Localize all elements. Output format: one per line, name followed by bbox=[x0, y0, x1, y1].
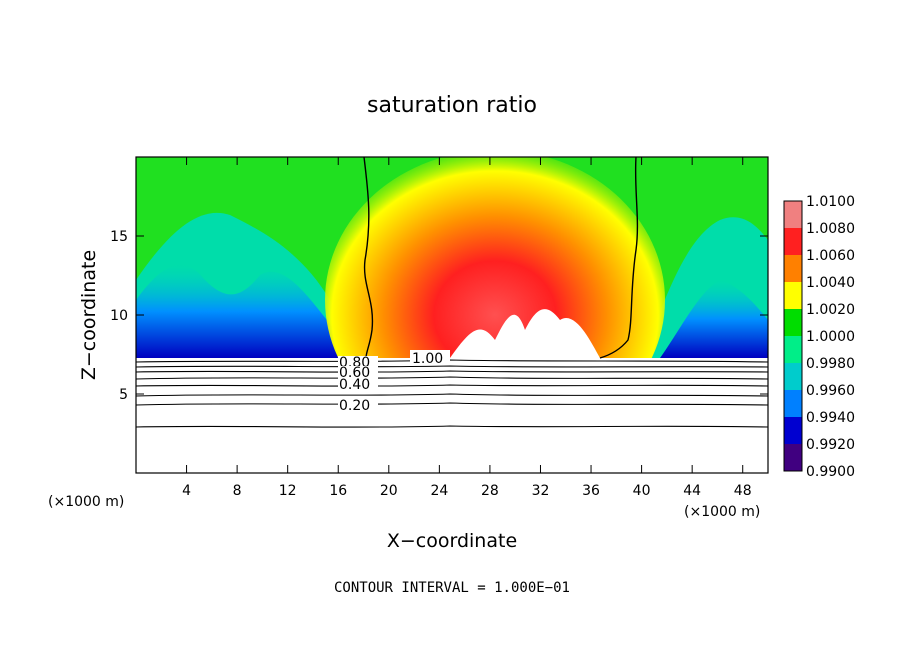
field-lower-region bbox=[136, 358, 768, 473]
colorbar-label-8: 0.9940 bbox=[806, 410, 855, 426]
colorbar-label-7: 0.9960 bbox=[806, 383, 855, 399]
colorbar-label-0: 1.0100 bbox=[806, 194, 855, 210]
colorbar-label-2: 1.0060 bbox=[806, 248, 855, 264]
x-tick-label-9: 40 bbox=[633, 483, 651, 499]
x-tick-label-0: 4 bbox=[182, 483, 191, 499]
x-axis-unit-left: (×1000 m) bbox=[48, 494, 124, 510]
x-axis-label: X−coordinate bbox=[387, 530, 517, 552]
colorbar-swatch-8 bbox=[784, 417, 802, 444]
saturation-field bbox=[136, 157, 768, 473]
colorbar-label-9: 0.9920 bbox=[806, 437, 855, 453]
colorbar-label-5: 1.0000 bbox=[806, 329, 855, 345]
lower-contours bbox=[136, 359, 768, 428]
colorbar-swatch-9 bbox=[784, 444, 802, 471]
unity-contour-left bbox=[363, 157, 374, 359]
contour-line-2 bbox=[136, 365, 768, 368]
colorbar-label-6: 0.9980 bbox=[806, 356, 855, 372]
contour-line-7 bbox=[136, 402, 768, 406]
y-axis-ticks: 5 10 15 bbox=[110, 229, 768, 403]
x-tick-label-8: 36 bbox=[582, 483, 600, 499]
x-tick-label-1: 8 bbox=[233, 483, 242, 499]
contour-interval-note: CONTOUR INTERVAL = 1.000E−01 bbox=[334, 580, 570, 596]
contour-line-5 bbox=[136, 384, 768, 387]
contour-labels: 1.00 0.80 0.60 0.40 0.20 bbox=[338, 350, 450, 414]
colorbar-swatch-7 bbox=[784, 390, 802, 417]
x-axis-ticks: 4 8 12 16 20 24 28 32 36 40 44 48 bbox=[182, 157, 752, 499]
y-tick-label-1: 10 bbox=[110, 308, 128, 324]
chart-title: saturation ratio bbox=[367, 93, 537, 118]
contour-line-3 bbox=[136, 370, 768, 373]
x-tick-label-3: 16 bbox=[329, 483, 347, 499]
colorbar-swatch-3 bbox=[784, 282, 802, 309]
colorbar-label-10: 0.9900 bbox=[806, 464, 855, 480]
y-axis-label: Z−coordinate bbox=[78, 250, 100, 380]
field-cloud-base bbox=[450, 309, 600, 358]
x-tick-label-10: 44 bbox=[683, 483, 701, 499]
x-tick-label-6: 28 bbox=[481, 483, 499, 499]
contour-line-4 bbox=[136, 376, 768, 380]
field-right-dry-core bbox=[660, 280, 768, 358]
y-tick-label-2: 15 bbox=[110, 229, 128, 245]
colorbar-swatch-6 bbox=[784, 363, 802, 390]
unity-contour-right bbox=[599, 157, 639, 359]
contour-label-5: 0.20 bbox=[339, 398, 370, 414]
colorbar-label-4: 1.0020 bbox=[806, 302, 855, 318]
contour-label-4: 0.40 bbox=[339, 377, 370, 393]
x-tick-label-5: 24 bbox=[430, 483, 448, 499]
colorbar-swatch-1 bbox=[784, 228, 802, 255]
x-tick-label-4: 20 bbox=[380, 483, 398, 499]
field-left-dry-core bbox=[136, 264, 345, 358]
contour-label-bg-1 bbox=[410, 350, 450, 364]
x-tick-label-2: 12 bbox=[279, 483, 297, 499]
x-axis-unit-right: (×1000 m) bbox=[684, 504, 760, 520]
contour-label-bg-2 bbox=[338, 356, 378, 368]
contour-line-8 bbox=[136, 425, 768, 428]
contour-label-bg-3 bbox=[338, 366, 378, 378]
colorbar-frame bbox=[783, 200, 803, 472]
contour-line-6 bbox=[136, 393, 768, 397]
colorbar-swatch-5 bbox=[784, 336, 802, 363]
x-tick-label-7: 32 bbox=[532, 483, 550, 499]
colorbar-label-3: 1.0040 bbox=[806, 275, 855, 291]
x-tick-label-11: 48 bbox=[734, 483, 752, 499]
y-tick-label-0: 5 bbox=[119, 387, 128, 403]
contour-label-bg-5 bbox=[338, 397, 378, 411]
contour-label-1: 1.00 bbox=[412, 351, 443, 367]
colorbar-swatch-4 bbox=[784, 309, 802, 336]
contour-label-bg-4 bbox=[338, 377, 378, 390]
colorbar-swatch-2 bbox=[784, 255, 802, 282]
unity-contours bbox=[363, 157, 639, 359]
colorbar-label-1: 1.0080 bbox=[806, 221, 855, 237]
colorbar-swatch-0 bbox=[784, 201, 802, 228]
colorbar: 1.0100 1.0080 1.0060 1.0040 1.0020 1.0000 0.99… bbox=[783, 194, 855, 480]
